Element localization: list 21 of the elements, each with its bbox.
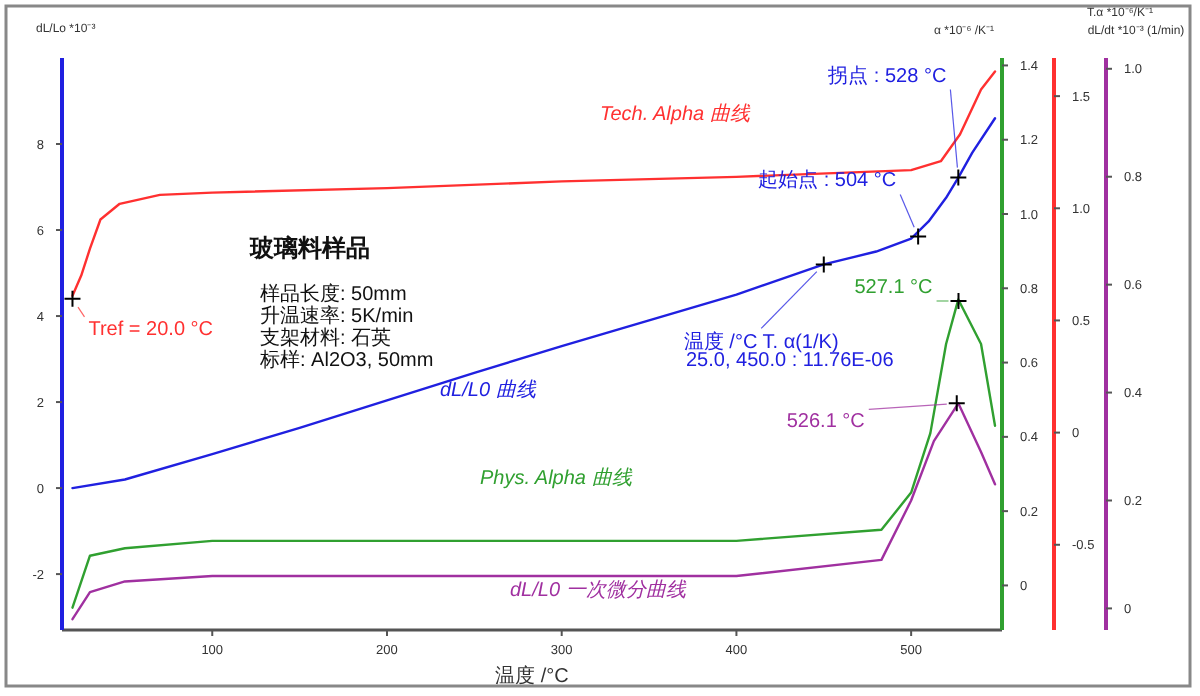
annotation: Tref = 20.0 °C [63,289,213,341]
annotation: 起始点 : 504 °C [758,168,897,193]
annotation: 玻璃料样品 [250,234,370,262]
annotation: 526.1 °C [786,394,966,434]
annotation: 温度 /°C T. α(1/K) [683,255,839,355]
series-label: dL/L0 曲线 [440,378,538,402]
annotation: 支架材料: 石英 [260,328,392,350]
annotation: 样品长度: 50mm [260,284,407,306]
x-axis-title: 温度 /°C [495,664,569,688]
annotation: 温度 /°C T. α(1/K) [683,330,839,355]
annotation: 拐点 : 528 °C [826,63,947,88]
annotation: 25.0, 450.0 : 11.76E-06 [686,350,894,372]
annotation: 标样: Al2O3, 50mm [260,350,434,372]
annotation: 升温速率: 5K/min [260,306,414,328]
annotation: 526.1 °C [786,411,865,434]
annotation: 527.1 °C [854,276,933,299]
annotation: 起始点 : 504 °C [758,170,928,246]
series-label: dL/L0 一次微分曲线 [510,578,688,602]
text: Phys. Alpha 曲线 [480,466,634,490]
annotation: 527.1 °C [854,277,968,310]
annotation: Tref = 20.0 °C [88,318,214,341]
